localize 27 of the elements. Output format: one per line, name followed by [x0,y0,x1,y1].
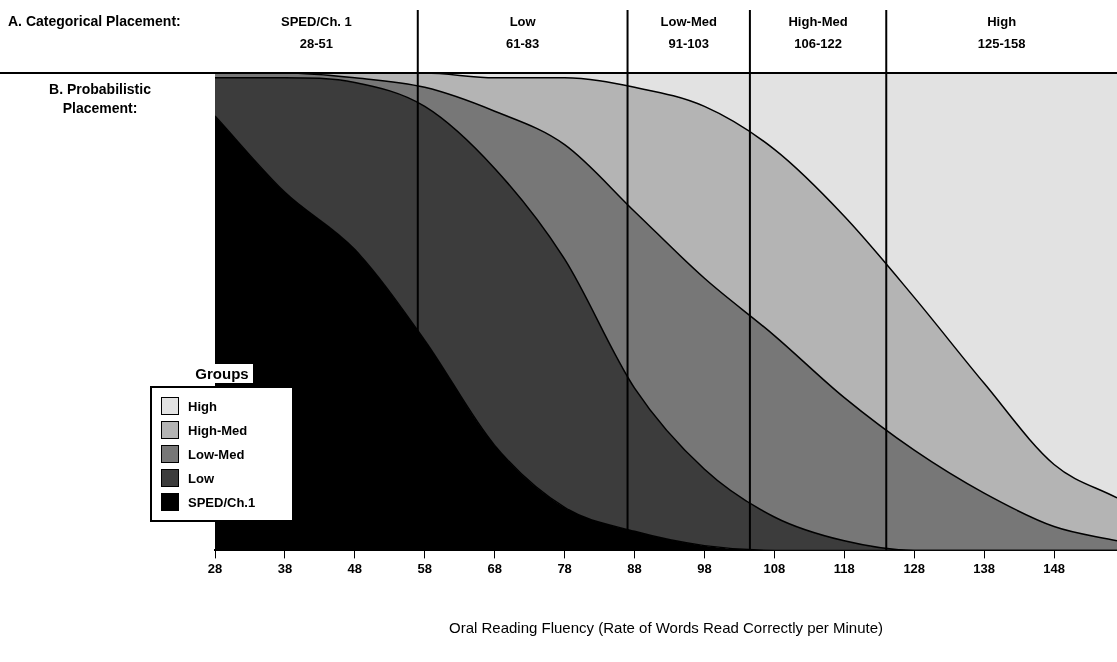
x-tick-label: 78 [557,560,572,576]
x-tick-label: 38 [277,560,293,576]
text: Low-Med 91-103 [660,13,717,51]
legend-title: Groups [191,364,253,383]
text: B. Probabilistic Placement: [49,80,152,116]
text: SPED/Ch. 1 28-51 [280,13,352,51]
text: High-Med 106-122 [788,13,848,51]
text: High 125-158 [977,13,1026,51]
x-tick-label: 58 [417,560,432,576]
legend-label: Low [188,470,214,486]
x-tick-label: 98 [697,560,712,576]
legend-label: Low-Med [188,446,245,462]
text: A. Categorical Placement: [8,12,181,29]
x-tick-label: 28 [207,560,223,576]
x-tick-label: 88 [627,560,642,576]
x-axis-title: Oral Reading Fluency (Rate of Words Read Correctly per Minute) [448,619,884,637]
x-tick-label: 68 [487,560,502,576]
legend-label: High-Med [188,422,248,438]
x-tick-label: 148 [1043,560,1065,576]
legend-label: SPED/Ch.1 [188,494,256,510]
x-tick-label: 108 [763,560,786,576]
x-tick-label: 128 [903,560,926,576]
x-tick-label: 138 [973,560,995,576]
legend-label: High [188,398,217,414]
x-tick-label: 118 [833,560,855,576]
text: Low 61-83 [506,13,540,51]
x-tick-label: 48 [347,560,363,576]
